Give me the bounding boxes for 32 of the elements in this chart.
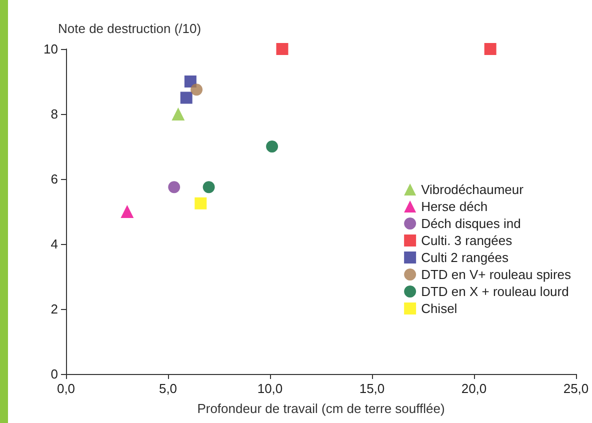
y-tick-label: 0 [50, 366, 58, 382]
legend-label: DTD en V+ rouleau spires [421, 267, 572, 282]
legend-label: Culti 2 rangées [421, 250, 510, 265]
legend-label: Déch disques ind [421, 216, 521, 231]
point [484, 43, 496, 55]
x-axis-title: Profondeur de travail (cm de terre soufflée) [197, 401, 445, 416]
x-tick-label: 25,0 [563, 381, 589, 396]
x-tick-label: 0,0 [56, 381, 76, 396]
y-tick-label: 2 [50, 302, 58, 316]
y-tick-label: 4 [50, 236, 58, 252]
y-tick-label: 6 [50, 172, 58, 186]
y-axis-title: Note de destruction (/10) [58, 21, 202, 36]
point [202, 181, 215, 194]
legend-label: Vibrodéchaumeur [421, 182, 524, 197]
point [120, 205, 134, 218]
point [180, 92, 192, 104]
point [168, 181, 180, 194]
point [266, 140, 278, 152]
point [276, 43, 288, 55]
point [194, 197, 207, 210]
x-tick-label: 10,0 [257, 381, 283, 396]
y-tick-label: 8 [50, 106, 58, 122]
legend-label: Culti. 3 rangées [421, 233, 513, 248]
x-tick-label: 15,0 [359, 381, 385, 396]
x-tick-label: 5,0 [158, 381, 178, 396]
legend-label: Herse déch [421, 199, 488, 214]
point [172, 108, 185, 120]
legend-label: Chisel [421, 301, 458, 316]
y-tick-label: 10 [44, 42, 58, 56]
point [190, 84, 203, 96]
x-tick-label: 20,0 [461, 381, 487, 396]
legend-label: DTD en X + rouleau lourd [421, 284, 569, 299]
